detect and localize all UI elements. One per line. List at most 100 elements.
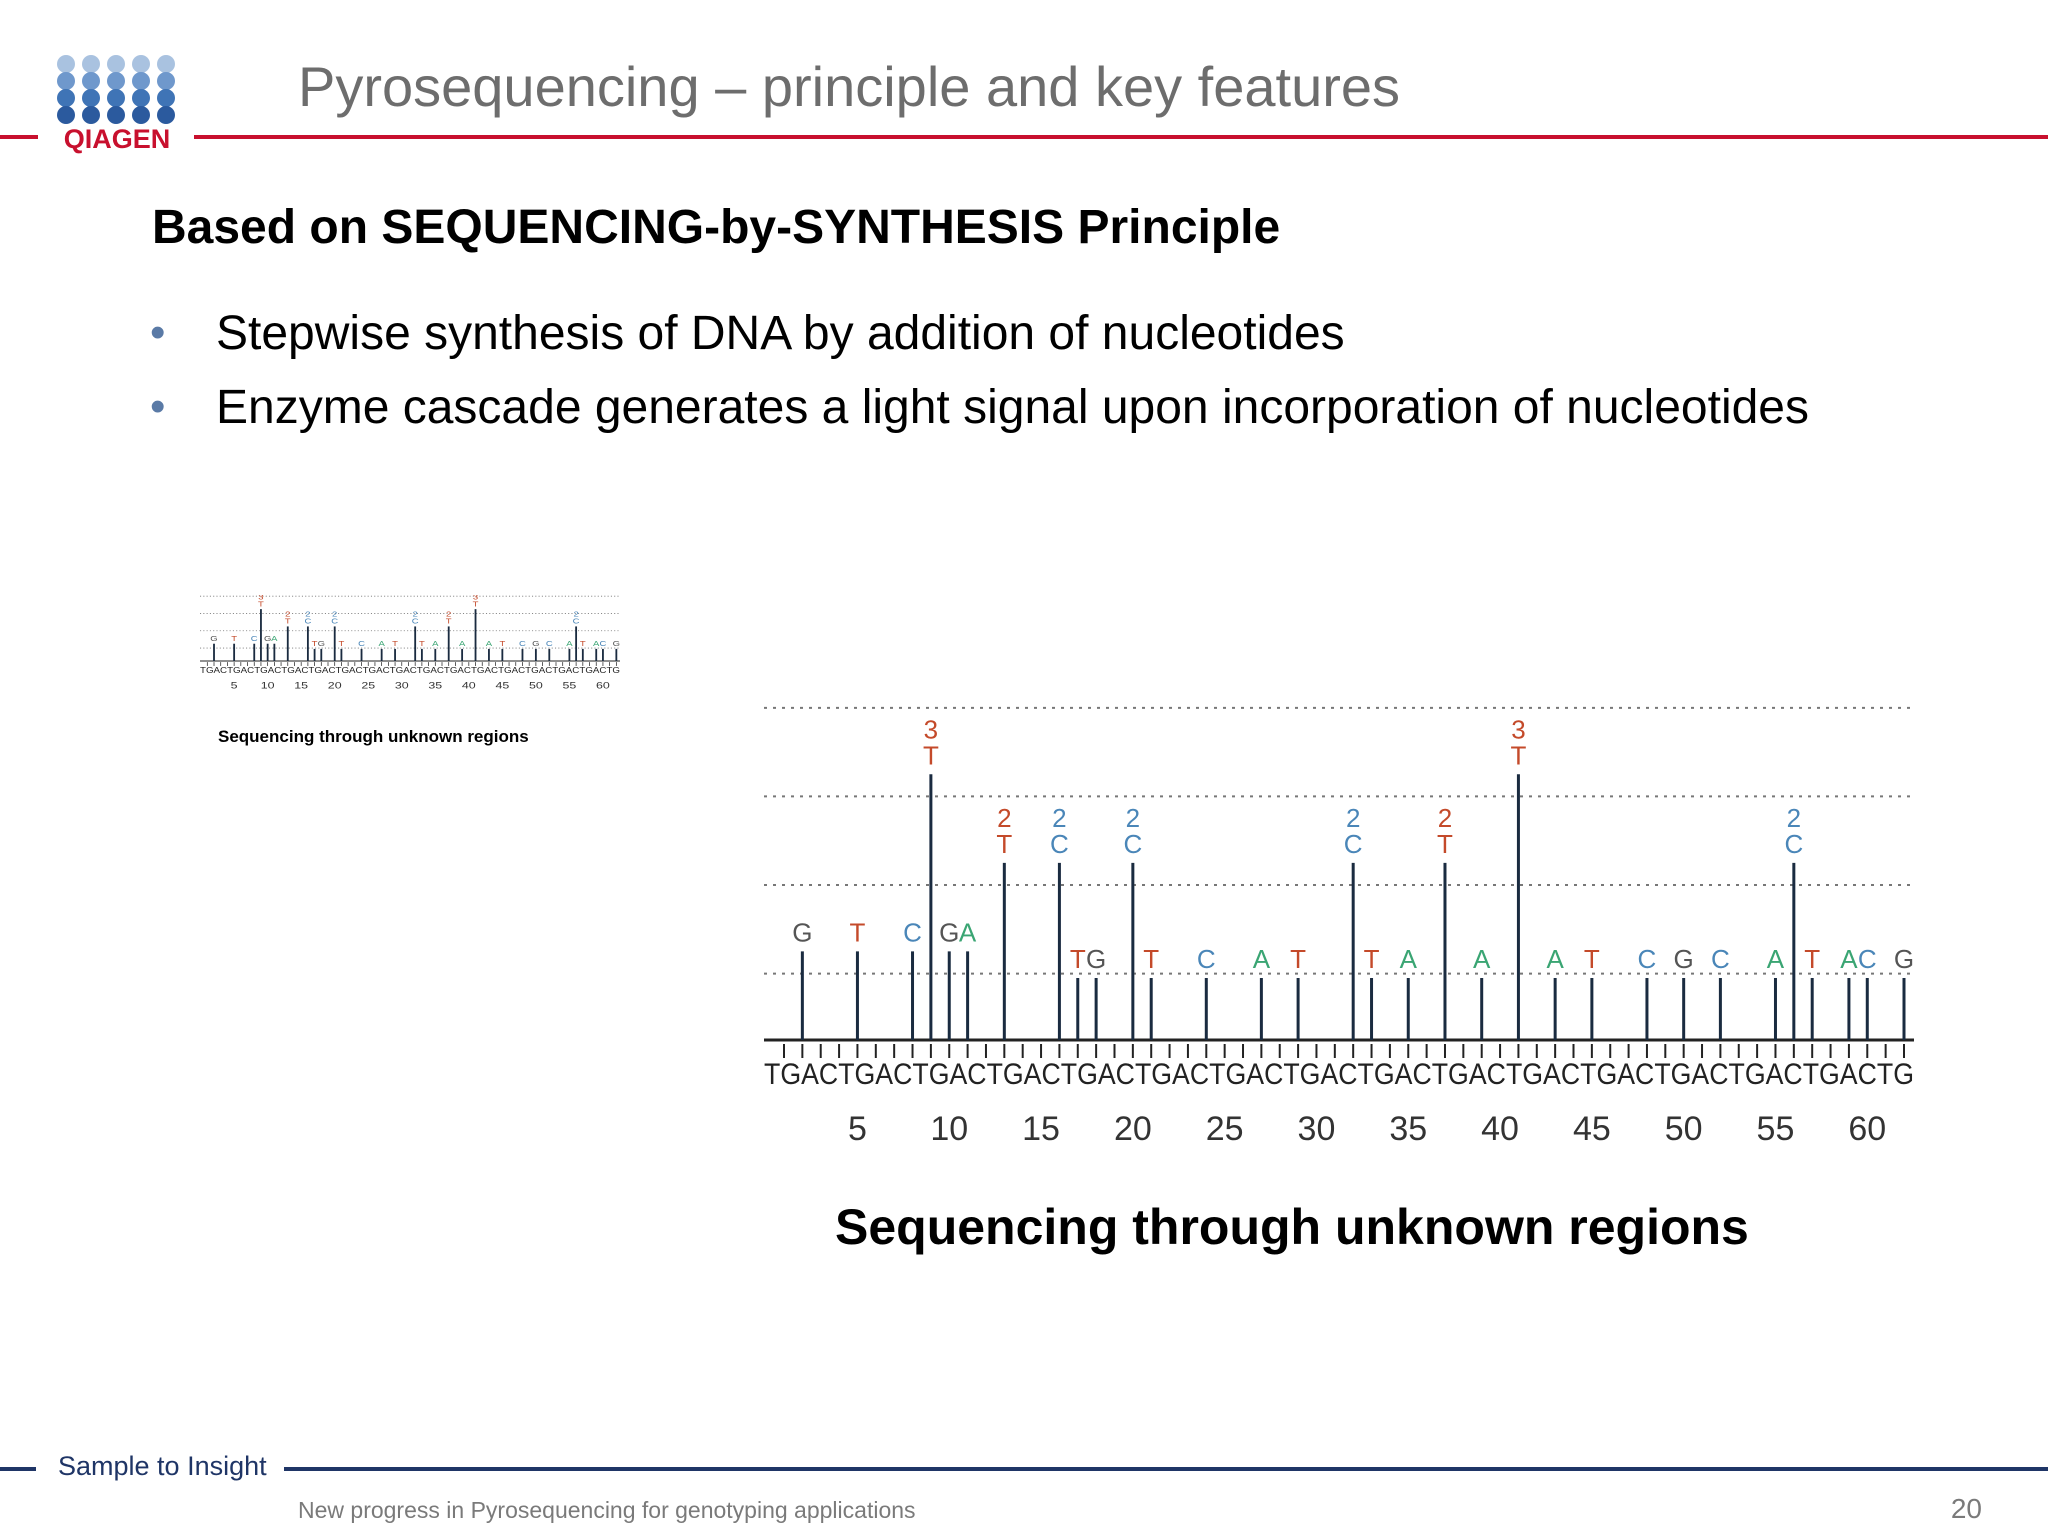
x-tick-label: 50 — [1665, 1110, 1703, 1148]
peak-label: C — [358, 639, 365, 648]
peak-label: T — [312, 639, 318, 648]
peak-multiplicity: 3 — [473, 595, 479, 601]
x-tick-label: 20 — [328, 681, 342, 691]
x-tick-label: 5 — [231, 681, 238, 691]
peak-label: T — [473, 600, 479, 609]
peak-multiplicity: 3 — [924, 714, 938, 744]
page-number: 20 — [1950, 1493, 1982, 1524]
peak-label: G — [792, 917, 812, 947]
logo-dot — [132, 72, 150, 90]
peak-label: G — [1894, 944, 1914, 974]
peak-label: C — [1711, 944, 1730, 974]
x-tick-label: 20 — [1114, 1110, 1152, 1148]
peak-label: T — [1510, 740, 1526, 770]
peak-multiplicity: 3 — [1511, 714, 1525, 744]
x-tick-label: 5 — [848, 1110, 867, 1148]
logo-dot — [157, 55, 175, 73]
bullet-text: Stepwise synthesis of DNA by addition of… — [216, 307, 1345, 360]
logo-dot — [157, 72, 175, 90]
logo-dot — [132, 89, 150, 107]
logo-text: QIAGEN — [64, 124, 171, 154]
peak-label: G — [1674, 944, 1694, 974]
peak-multiplicity: 2 — [305, 610, 311, 619]
logo-dot — [57, 89, 75, 107]
peak-label: T — [1584, 944, 1600, 974]
peak-multiplicity: 2 — [1346, 803, 1360, 833]
peak-multiplicity: 2 — [1438, 803, 1452, 833]
peak-label: A — [1767, 944, 1785, 974]
peak-label: C — [1344, 829, 1363, 859]
peak-label: C — [251, 634, 258, 643]
pyrogram-thumbnail: TGACTGACTGACTGACTGACTGACTGACTGACTGACTGAC… — [200, 595, 620, 691]
peak-label: A — [1473, 944, 1491, 974]
peak-multiplicity: 2 — [332, 610, 338, 619]
x-tick-label: 45 — [495, 681, 509, 691]
peak-label: T — [419, 639, 425, 648]
page-title: Pyrosequencing – principle and key featu… — [298, 55, 1401, 118]
peak-label: C — [1123, 829, 1142, 859]
peak-label: G — [210, 634, 217, 643]
peak-multiplicity: 2 — [1787, 803, 1801, 833]
x-tick-label: 35 — [1389, 1110, 1427, 1148]
section-heading: Based on SEQUENCING-by-SYNTHESIS Princip… — [152, 201, 1281, 254]
peak-label: A — [1253, 944, 1271, 974]
logo-dot — [82, 55, 100, 73]
bullet-dot-icon: • — [150, 308, 166, 357]
chart-caption: Sequencing through unknown regions — [835, 1199, 1749, 1255]
x-tick-label: 60 — [596, 681, 610, 691]
peak-label: A — [1840, 944, 1858, 974]
peak-label: T — [996, 829, 1012, 859]
peak-label: T — [1437, 829, 1453, 859]
x-tick-label: 60 — [1848, 1110, 1886, 1148]
header-divider-left — [0, 135, 38, 139]
peak-label: T — [392, 639, 398, 648]
peak-label: G — [264, 634, 271, 643]
peak-label: G — [532, 639, 539, 648]
peak-label: T — [849, 917, 865, 947]
peak-label: C — [1197, 944, 1216, 974]
peak-label: C — [412, 617, 419, 626]
peak-label: C — [546, 639, 553, 648]
peak-label: A — [959, 917, 977, 947]
peak-label: T — [446, 617, 452, 626]
peak-label: T — [499, 639, 505, 648]
peak-label: C — [331, 617, 338, 626]
logo-dot — [157, 106, 175, 124]
peak-label: A — [1400, 944, 1418, 974]
peak-label: A — [432, 639, 439, 648]
peak-label: T — [1804, 944, 1820, 974]
logo-dot — [132, 55, 150, 73]
peak-label: T — [258, 600, 264, 609]
peak-multiplicity: 2 — [1126, 803, 1140, 833]
peak-label: T — [339, 639, 345, 648]
logo-dot — [82, 72, 100, 90]
bullet-dot-icon: • — [150, 382, 166, 431]
peak-label: C — [1858, 944, 1877, 974]
peak-multiplicity: 2 — [573, 610, 579, 619]
peak-label: T — [923, 740, 939, 770]
peak-label: G — [939, 917, 959, 947]
x-tick-label: 40 — [1481, 1110, 1519, 1148]
peak-label: C — [519, 639, 526, 648]
peak-label: A — [378, 639, 385, 648]
footer-divider-left — [0, 1467, 36, 1471]
x-tick-label: 35 — [428, 681, 442, 691]
peak-label: A — [486, 639, 493, 648]
peak-label: G — [318, 639, 325, 648]
dispensation-sequence: TGACTGACTGACTGACTGACTGACTGACTGACTGACTGAC… — [200, 666, 620, 675]
logo-dot — [57, 72, 75, 90]
logo-dot — [107, 106, 125, 124]
peak-label: T — [1143, 944, 1159, 974]
peak-label: T — [285, 617, 291, 626]
peak-label: A — [459, 639, 466, 648]
peak-label: A — [271, 634, 278, 643]
x-tick-label: 25 — [361, 681, 375, 691]
logo-dot — [107, 72, 125, 90]
x-tick-label: 55 — [563, 681, 577, 691]
x-tick-label: 10 — [930, 1110, 968, 1148]
peak-multiplicity: 2 — [446, 610, 452, 619]
peak-label: C — [1050, 829, 1069, 859]
logo-dot — [107, 55, 125, 73]
x-tick-label: 25 — [1206, 1110, 1244, 1148]
x-tick-label: 30 — [395, 681, 409, 691]
